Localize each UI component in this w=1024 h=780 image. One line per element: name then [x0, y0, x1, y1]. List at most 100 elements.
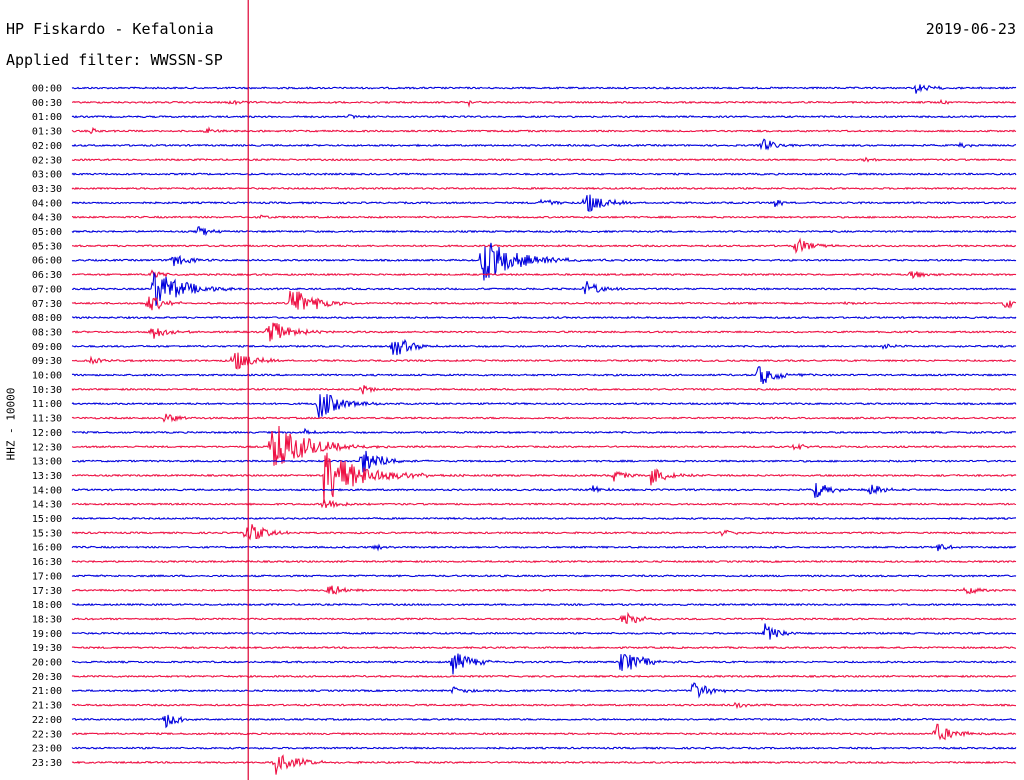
trace-row-37	[71, 611, 1017, 625]
time-tick-label: 10:30	[32, 385, 62, 396]
trace-row-8	[71, 194, 1017, 213]
trace-row-46	[71, 746, 1017, 750]
time-tick-label: 14:00	[32, 485, 62, 496]
time-tick-label: 06:30	[32, 270, 62, 281]
trace-row-14	[71, 271, 1017, 306]
time-tick-label: 15:30	[32, 528, 62, 539]
time-tick-label: 18:00	[32, 600, 62, 611]
time-tick-label: 02:00	[32, 141, 62, 152]
time-tick-label: 20:00	[32, 658, 62, 669]
trace-row-43	[71, 701, 1017, 710]
time-tick-label: 00:00	[32, 84, 62, 95]
trace-row-41	[71, 674, 1017, 679]
time-tick-label: 08:00	[32, 313, 62, 324]
time-tick-label: 04:00	[32, 198, 62, 209]
trace-group	[71, 84, 1017, 775]
trace-row-10	[71, 225, 1017, 237]
trace-row-28	[71, 483, 1017, 498]
trace-row-42	[71, 682, 1017, 699]
time-tick-label: 13:00	[32, 457, 62, 468]
trace-row-1	[72, 98, 1017, 108]
time-tick-label: 17:30	[32, 586, 62, 597]
time-tick-label: 13:30	[32, 471, 62, 482]
time-tick-label: 01:00	[32, 112, 62, 123]
trace-row-3	[71, 126, 1017, 135]
time-tick-label: 21:00	[32, 686, 62, 697]
time-tick-label: 18:30	[32, 614, 62, 625]
time-tick-label: 21:30	[32, 701, 62, 712]
trace-row-26	[72, 450, 1017, 473]
time-tick-label: 11:00	[32, 399, 62, 410]
trace-row-35	[71, 585, 1017, 595]
time-tick-label: 15:00	[32, 514, 62, 525]
time-tick-label: 16:30	[32, 557, 62, 568]
trace-row-13	[71, 269, 1017, 280]
time-tick-label: 17:00	[32, 571, 62, 582]
time-tick-label: 19:30	[32, 643, 62, 654]
trace-row-18	[71, 338, 1017, 356]
trace-row-15	[71, 290, 1017, 311]
time-tick-label: 22:00	[32, 715, 62, 726]
trace-row-30	[71, 516, 1017, 521]
trace-row-22	[71, 394, 1017, 419]
time-tick-label: 02:30	[32, 155, 62, 166]
trace-row-33	[71, 559, 1017, 564]
trace-row-0	[71, 84, 1017, 94]
trace-row-32	[71, 543, 1017, 552]
station-title: HP Fiskardo - Kefalonia	[6, 20, 214, 38]
time-tick-label: 10:00	[32, 371, 62, 382]
time-tick-label: 23:30	[32, 758, 62, 769]
time-tick-label: 03:00	[32, 170, 62, 181]
trace-row-36	[71, 602, 1017, 607]
trace-row-9	[71, 214, 1017, 219]
time-tick-label: 22:30	[32, 729, 62, 740]
time-tick-label: 04:30	[32, 213, 62, 224]
time-tick-label: 00:30	[32, 98, 62, 109]
time-tick-label: 06:00	[32, 256, 62, 267]
trace-row-20	[71, 366, 1017, 385]
time-tick-label: 19:00	[32, 629, 62, 640]
time-tick-label: 23:00	[32, 744, 62, 755]
time-tick-label: 07:30	[32, 299, 62, 310]
time-tick-label: 11:30	[32, 414, 62, 425]
time-tick-label: 05:30	[32, 241, 62, 252]
time-tick-label: 07:00	[32, 284, 62, 295]
time-tick-label: 05:00	[32, 227, 62, 238]
trace-row-23	[71, 413, 1017, 423]
trace-row-45	[71, 723, 1017, 741]
date-label: 2019-06-23	[925, 20, 1016, 38]
trace-row-40	[71, 653, 1017, 675]
trace-row-16	[72, 315, 1017, 320]
trace-row-27	[71, 452, 1017, 504]
trace-row-2	[71, 114, 1017, 120]
trace-row-19	[71, 352, 1017, 370]
trace-row-21	[71, 385, 1017, 395]
trace-row-44	[71, 714, 1016, 729]
trace-row-12	[71, 242, 1017, 281]
trace-row-29	[71, 499, 1017, 509]
time-tick-group: 00:00 00:30 01:00 01:30 02:00 02:30 03:00 03:30…	[32, 84, 62, 769]
trace-row-17	[71, 322, 1017, 342]
trace-row-7	[71, 186, 1017, 191]
time-tick-label: 12:00	[32, 428, 62, 439]
trace-row-24	[71, 427, 1017, 435]
filter-label: Applied filter: WWSSN-SP	[6, 51, 223, 69]
time-tick-label: 09:30	[32, 356, 62, 367]
trace-row-39	[71, 645, 1017, 650]
trace-row-11	[71, 237, 1017, 254]
time-tick-label: 03:30	[32, 184, 62, 195]
time-tick-label: 14:30	[32, 500, 62, 511]
trace-row-25	[71, 425, 1017, 466]
time-tick-label: 09:00	[32, 342, 62, 353]
time-tick-label: 20:30	[32, 672, 62, 683]
time-tick-label: 01:30	[32, 127, 62, 138]
trace-row-38	[71, 623, 1017, 640]
trace-row-6	[71, 172, 1017, 176]
time-tick-label: 08:30	[32, 327, 62, 338]
time-tick-label: 16:00	[32, 543, 62, 554]
trace-row-47	[71, 754, 1017, 775]
time-tick-label: 12:30	[32, 442, 62, 453]
trace-row-31	[71, 524, 1017, 541]
trace-row-5	[71, 156, 1017, 163]
